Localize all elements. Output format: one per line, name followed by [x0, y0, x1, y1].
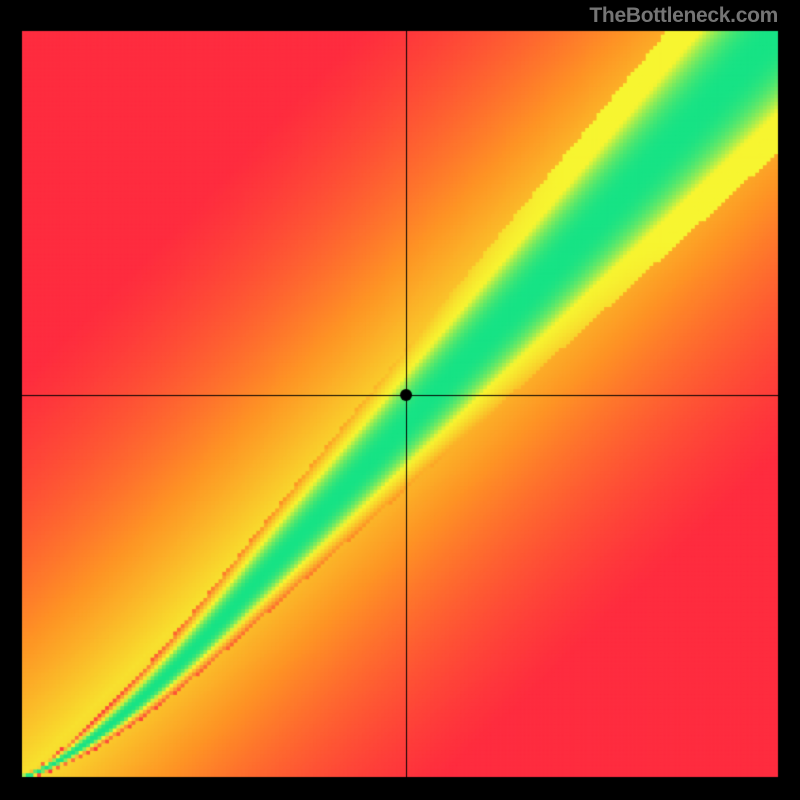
heatmap-canvas: [0, 0, 800, 800]
chart-container: TheBottleneck.com: [0, 0, 800, 800]
watermark-text: TheBottleneck.com: [589, 4, 778, 28]
